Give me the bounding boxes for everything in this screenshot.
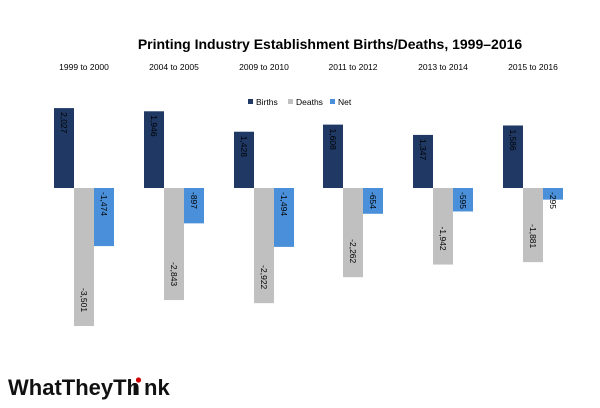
category-label: 2004 to 2005 [149,62,199,72]
bar-net [94,188,114,247]
bar-net [363,188,383,214]
bar-births [503,125,523,188]
legend-swatch-births [248,99,253,104]
bar-net [543,188,563,200]
svg-text:ı: ı [132,375,138,400]
data-label-births: 1,347 [418,139,428,161]
data-label-net: -654 [368,192,378,209]
chart-title: Printing Industry Establishment Births/D… [138,36,523,52]
bar-deaths [523,188,543,263]
data-label-births: 1,608 [328,129,338,151]
category-label: 2013 to 2014 [418,62,468,72]
category-label: 2009 to 2010 [239,62,289,72]
data-label-births: 1,586 [508,129,518,151]
bar-net [274,188,294,247]
data-label-births: 1,946 [149,115,159,137]
data-label-net: -1,494 [279,192,289,216]
data-label-births: 1,428 [239,136,249,158]
data-label-deaths: -1,942 [438,227,448,251]
legend-label-deaths: Deaths [296,97,323,107]
data-label-net: -595 [458,192,468,209]
legend-label-births: Births [256,97,278,107]
legend-label-net: Net [338,97,352,107]
category-label: 2011 to 2012 [329,62,378,72]
data-label-deaths: -1,881 [528,224,538,248]
svg-text:WhatTheyTh: WhatTheyTh [8,375,140,400]
data-label-deaths: -3,501 [79,288,89,312]
bar-deaths [343,188,363,278]
bar-births [323,124,343,188]
bar-deaths [164,188,184,301]
bar-births [54,108,74,188]
bar-net [184,188,204,224]
bar-births [234,131,254,188]
data-label-deaths: -2,922 [259,265,269,289]
data-label-deaths: -2,843 [169,262,179,286]
bar-births [413,134,433,188]
data-label-deaths: -2,262 [348,239,358,263]
svg-text:nk: nk [144,375,170,400]
data-label-births: 2,027 [59,112,69,134]
bar-deaths [433,188,453,265]
bar-deaths [74,188,94,326]
data-label-net: -1,474 [99,192,109,216]
bar-births [144,111,164,188]
legend-swatch-net [330,99,335,104]
bar-deaths [254,188,274,304]
legend-swatch-deaths [288,99,293,104]
category-label: 2015 to 2016 [508,62,558,72]
data-label-net: -295 [548,192,558,209]
bar-net [453,188,473,212]
whattheythink-logo: WhatTheyTh ı nk [8,375,170,400]
category-label: 1999 to 2000 [59,62,109,72]
data-label-net: -897 [189,192,199,209]
